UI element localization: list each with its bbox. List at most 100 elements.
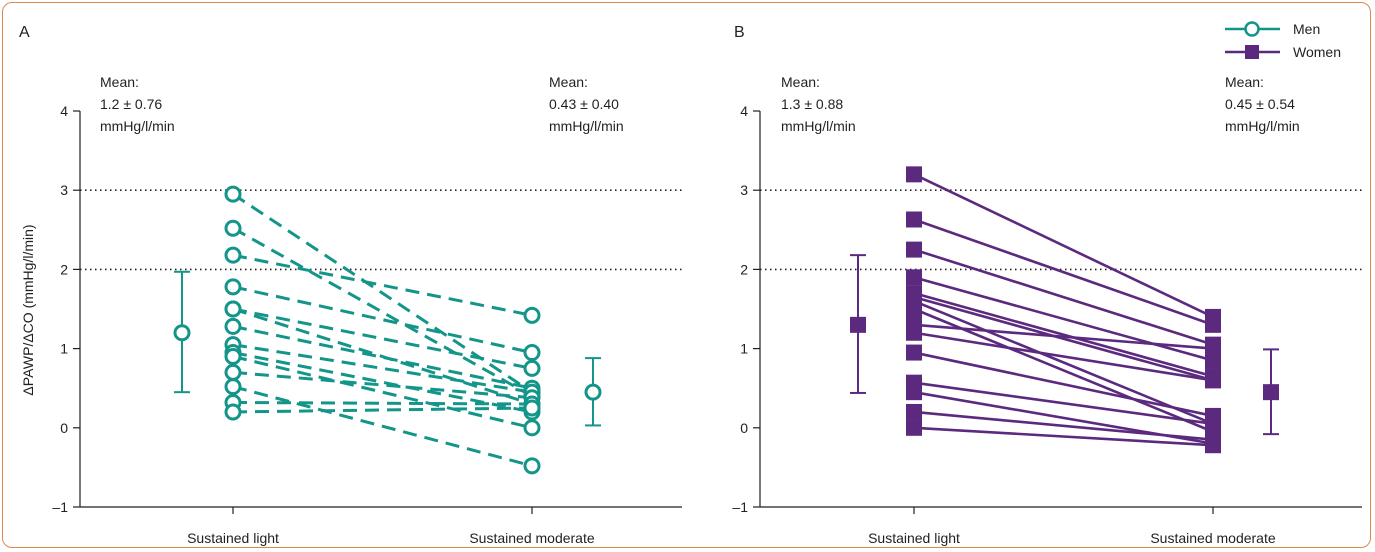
y-tick-label: 3 — [60, 182, 68, 198]
data-point — [906, 419, 922, 436]
data-point — [224, 300, 242, 318]
legend: Men Women — [1225, 21, 1341, 60]
series-line — [913, 276, 1214, 362]
y-tick-label: 3 — [740, 182, 748, 198]
data-point — [1205, 316, 1221, 333]
mean-marker — [173, 324, 191, 342]
mean-text-line: mmHg/l/min — [549, 118, 624, 134]
data-point — [523, 419, 541, 437]
mean-marker — [850, 316, 866, 333]
series-line — [232, 355, 533, 430]
data-point — [906, 301, 922, 317]
series-line — [232, 324, 533, 390]
mean-text-line: 1.3 ± 0.88 — [781, 96, 843, 112]
series-line — [913, 291, 1214, 378]
series-line — [913, 218, 1214, 327]
data-point — [906, 403, 922, 420]
data-point — [523, 399, 541, 417]
series-line — [232, 253, 533, 317]
mean-text-line: Mean: — [781, 74, 820, 90]
panel-a-ylabel: ΔPAWP/ΔCO (mmHg/l/min) — [20, 224, 36, 395]
data-point — [906, 166, 922, 183]
mean-marker — [584, 383, 602, 401]
series-line — [913, 323, 1214, 350]
data-point — [523, 457, 541, 475]
legend-men-marker — [1244, 21, 1260, 37]
mean-text-line: mmHg/l/min — [100, 118, 175, 134]
x-tick-label: Sustained moderate — [1150, 530, 1276, 546]
series-line — [913, 299, 1214, 426]
x-tick-label: Sustained moderate — [469, 530, 595, 546]
legend-women-label: Women — [1293, 44, 1341, 60]
mean-text-line: 0.45 ± 0.54 — [1225, 96, 1295, 112]
panel-a-mean-left: Mean: 1.2 ± 0.76 mmHg/l/min — [100, 74, 175, 134]
series-line — [232, 370, 533, 400]
data-point — [224, 363, 242, 381]
series-line — [913, 248, 1214, 346]
panel-b: B Mean: 1.3 ± 0.88 mmHg/l/min Mean: 0.45… — [732, 21, 1362, 546]
mean-text-line: mmHg/l/min — [1225, 118, 1300, 134]
data-point — [523, 306, 541, 324]
data-point — [906, 324, 922, 341]
series-line — [232, 343, 533, 394]
y-tick-label: 4 — [740, 103, 748, 119]
data-point — [224, 317, 242, 335]
mean-text-line: 0.43 ± 0.40 — [549, 96, 619, 112]
legend-men-label: Men — [1293, 21, 1320, 37]
y-tick-label: 1 — [740, 341, 748, 357]
data-point — [224, 185, 242, 203]
data-point — [906, 384, 922, 401]
series-line — [232, 385, 533, 468]
legend-women-marker — [1245, 45, 1259, 59]
series-line — [232, 400, 533, 406]
data-point — [523, 359, 541, 377]
data-point — [224, 246, 242, 264]
data-point — [224, 378, 242, 396]
series-line — [232, 285, 533, 355]
series-line — [913, 426, 1214, 447]
y-tick-label: –1 — [732, 499, 748, 515]
data-point — [906, 269, 922, 286]
mean-text-line: Mean: — [1225, 74, 1264, 90]
y-tick-label: 1 — [60, 341, 68, 357]
data-point — [224, 219, 242, 237]
data-point — [224, 278, 242, 296]
series-line — [232, 351, 533, 414]
panel-b-label: B — [734, 24, 745, 41]
data-point — [1205, 437, 1221, 454]
panel-b-mean-left: Mean: 1.3 ± 0.88 mmHg/l/min — [781, 74, 856, 134]
series-line — [232, 307, 533, 406]
series-line — [913, 381, 1214, 426]
data-point — [1205, 340, 1221, 357]
panel-a: A ΔPAWP/ΔCO (mmHg/l/min) Mean: 1.2 ± 0.7… — [19, 24, 682, 546]
data-point — [906, 211, 922, 228]
y-tick-label: –1 — [52, 499, 68, 515]
data-point — [224, 348, 242, 366]
data-point — [224, 403, 242, 421]
series-line — [913, 295, 1214, 382]
y-tick-label: 4 — [60, 103, 68, 119]
data-point — [906, 241, 922, 258]
series-line — [232, 307, 533, 370]
series-line — [913, 410, 1214, 441]
mean-text-line: Mean: — [549, 74, 588, 90]
y-tick-label: 0 — [60, 420, 68, 436]
series-line — [913, 173, 1214, 319]
mean-marker — [1263, 384, 1279, 401]
x-tick-label: Sustained light — [868, 530, 960, 546]
mean-text-line: Mean: — [100, 74, 139, 90]
x-tick-label: Sustained light — [187, 530, 279, 546]
series-line — [232, 406, 533, 414]
series-line — [913, 331, 1214, 382]
y-tick-label: 2 — [740, 261, 748, 277]
mean-text-line: 1.2 ± 0.76 — [100, 96, 162, 112]
series-line — [913, 351, 1214, 418]
panel-a-mean-right: Mean: 0.43 ± 0.40 mmHg/l/min — [549, 74, 624, 134]
data-point — [1205, 372, 1221, 389]
panel-b-mean-right: Mean: 0.45 ± 0.54 mmHg/l/min — [1225, 74, 1300, 134]
mean-text-line: mmHg/l/min — [781, 118, 856, 134]
data-point — [1205, 415, 1221, 432]
y-tick-label: 2 — [60, 261, 68, 277]
